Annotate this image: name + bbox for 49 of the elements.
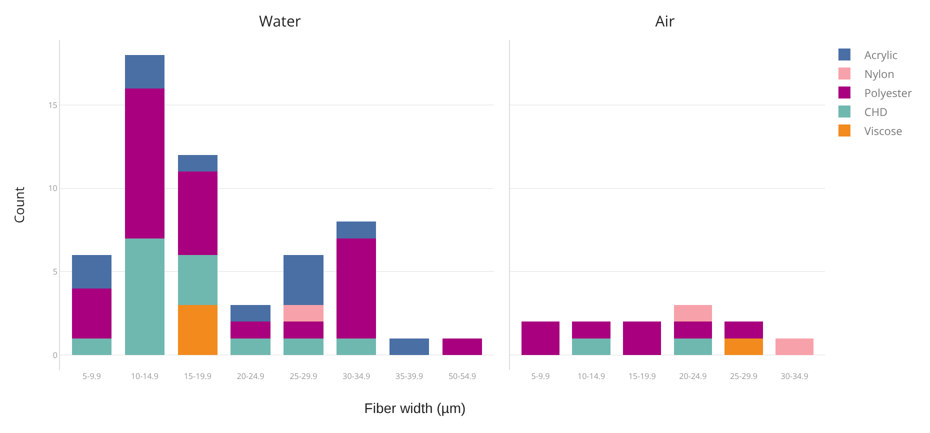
x-axis-title: Fiber width (µm) xyxy=(363,400,467,416)
bar xyxy=(72,288,112,338)
y-tick-label: 15 xyxy=(48,100,58,111)
bar xyxy=(178,172,218,255)
legend-label: Polyester xyxy=(864,86,912,101)
x-tick-label: 25-29.9 xyxy=(730,371,758,382)
bar xyxy=(442,338,482,355)
bar xyxy=(389,338,430,355)
x-tick-label: 10-14.9 xyxy=(578,371,606,382)
bar xyxy=(124,88,165,238)
legend-label: Nylon xyxy=(864,66,894,82)
bar xyxy=(284,255,324,305)
bar xyxy=(336,338,376,355)
bar xyxy=(284,322,324,338)
x-tick-label: 10-14.9 xyxy=(130,371,159,382)
bar xyxy=(178,155,218,172)
x-tick-label: 35-39.9 xyxy=(396,371,424,382)
x-tick-label: 20-24.9 xyxy=(236,371,265,382)
bar xyxy=(336,222,376,238)
bar xyxy=(124,55,165,88)
x-tick-label: 15-19.9 xyxy=(184,371,212,382)
legend-label: Acrylic xyxy=(864,48,898,63)
bar xyxy=(284,338,324,355)
bar xyxy=(230,338,270,355)
x-tick-label: 30-34.9 xyxy=(342,371,371,382)
x-tick-label: 25-29.9 xyxy=(290,371,318,382)
bar xyxy=(124,238,165,355)
bar xyxy=(178,255,218,305)
bar xyxy=(230,322,270,338)
y-tick-label: 5 xyxy=(52,266,58,278)
legend-label: CHD xyxy=(864,104,888,120)
bar xyxy=(284,305,324,322)
y-axis-title: Count xyxy=(10,186,28,224)
y-tick-label: 0 xyxy=(52,350,58,361)
x-tick-label: 20-24.9 xyxy=(679,371,708,382)
y-tick-label: 10 xyxy=(48,183,58,194)
bar xyxy=(336,238,376,338)
legend-label: Viscose xyxy=(864,124,902,139)
bar xyxy=(72,255,112,288)
x-tick-label: 30-34.9 xyxy=(780,371,809,382)
chart-title: Water xyxy=(258,12,302,32)
x-tick-label: 5-9.9 xyxy=(531,371,550,382)
bar xyxy=(178,305,218,355)
x-tick-label: 15-19.9 xyxy=(628,371,656,382)
chart-title: Air xyxy=(655,12,675,32)
x-tick-label: 5-9.9 xyxy=(82,371,102,382)
bar xyxy=(230,305,270,322)
x-tick-label: 50-54.9 xyxy=(448,371,476,382)
bar xyxy=(72,338,112,355)
